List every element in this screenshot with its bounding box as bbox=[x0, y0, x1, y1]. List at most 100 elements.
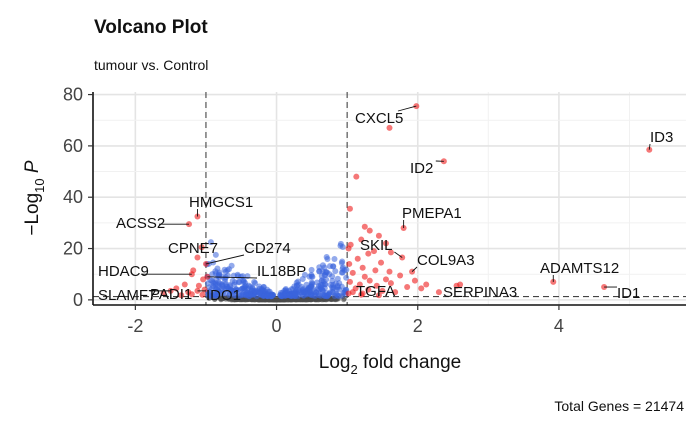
data-point bbox=[373, 282, 380, 289]
data-point bbox=[349, 269, 356, 276]
data-point bbox=[322, 271, 329, 278]
cutoff-lines bbox=[93, 92, 686, 305]
data-point bbox=[372, 267, 379, 274]
data-point bbox=[331, 255, 338, 262]
data-point bbox=[219, 283, 226, 290]
data-point bbox=[320, 292, 327, 299]
gene-label: IL18BP bbox=[257, 263, 306, 280]
data-point bbox=[382, 276, 389, 283]
data-point bbox=[334, 275, 341, 282]
data-point bbox=[240, 291, 247, 298]
data-point bbox=[423, 281, 430, 288]
data-point bbox=[210, 291, 217, 298]
data-point bbox=[387, 280, 394, 287]
label-connector bbox=[648, 143, 651, 150]
y-tick-label: 60 bbox=[63, 136, 83, 156]
data-point bbox=[256, 290, 263, 297]
data-point bbox=[329, 273, 336, 280]
gene-label: ID3 bbox=[650, 129, 673, 146]
data-point bbox=[235, 278, 242, 285]
data-point bbox=[209, 285, 216, 292]
data-point bbox=[330, 263, 337, 270]
data-point bbox=[375, 292, 382, 299]
x-tick-label: 2 bbox=[413, 316, 423, 336]
data-point bbox=[228, 287, 235, 294]
p-value-only-points bbox=[204, 239, 350, 300]
gene-label: HMGCS1 bbox=[189, 194, 253, 211]
gene-label: HDAC9 bbox=[98, 263, 149, 280]
gene-label: PADI1 bbox=[150, 286, 192, 303]
data-point bbox=[332, 280, 339, 287]
data-point bbox=[308, 283, 315, 290]
gene-label: CD274 bbox=[244, 240, 291, 257]
data-point bbox=[219, 296, 225, 302]
data-point bbox=[228, 262, 235, 269]
data-point bbox=[205, 290, 212, 297]
data-point bbox=[242, 279, 249, 286]
data-point bbox=[418, 285, 425, 292]
y-axis-ticks: 0 20 40 60 80 bbox=[63, 85, 93, 310]
data-point bbox=[195, 282, 202, 289]
data-point bbox=[267, 293, 274, 300]
x-axis-title: Log2 fold change bbox=[319, 352, 461, 377]
gene-labels: CXCL5 ID3 ID2 HMGCS1 ACSS2 PMEPA1 CPNE7 CD274 SK… bbox=[98, 105, 673, 304]
data-point bbox=[299, 276, 306, 283]
data-point bbox=[359, 264, 366, 271]
data-point bbox=[382, 240, 389, 247]
gene-label: SLAMF7 bbox=[98, 287, 156, 304]
data-point bbox=[199, 291, 206, 298]
data-point bbox=[338, 283, 345, 290]
gene-label: ID1 bbox=[617, 285, 640, 302]
data-point bbox=[378, 259, 385, 266]
data-point bbox=[210, 279, 217, 286]
data-point bbox=[173, 285, 180, 292]
data-point bbox=[392, 289, 399, 296]
data-point bbox=[280, 291, 287, 298]
data-point bbox=[256, 283, 263, 290]
data-point bbox=[361, 273, 368, 280]
data-point bbox=[387, 249, 394, 256]
data-point bbox=[356, 281, 363, 288]
data-point bbox=[334, 292, 341, 299]
label-connector bbox=[205, 254, 245, 265]
y-tick-label: 40 bbox=[63, 187, 83, 207]
y-tick-label: 80 bbox=[63, 85, 83, 105]
chart-subtitle: tumour vs. Control bbox=[94, 57, 208, 73]
data-point bbox=[359, 290, 366, 297]
gene-label: PMEPA1 bbox=[402, 205, 462, 222]
data-point bbox=[365, 286, 372, 293]
data-point bbox=[366, 277, 373, 284]
data-point bbox=[232, 292, 239, 299]
data-point bbox=[361, 223, 368, 230]
data-point bbox=[379, 287, 386, 294]
gene-label: SERPINA3 bbox=[443, 284, 517, 301]
data-point bbox=[209, 271, 216, 278]
data-point bbox=[160, 290, 167, 297]
data-point bbox=[317, 283, 324, 290]
data-point bbox=[346, 205, 353, 212]
data-point bbox=[252, 280, 259, 287]
data-point bbox=[324, 255, 331, 262]
data-point bbox=[345, 290, 352, 297]
data-point bbox=[285, 292, 292, 299]
data-point bbox=[386, 124, 393, 131]
data-point bbox=[178, 292, 185, 299]
gene-label: CXCL5 bbox=[355, 110, 403, 127]
data-point bbox=[375, 232, 382, 239]
data-point bbox=[435, 289, 442, 296]
y-axis-title: −Log10 P bbox=[22, 160, 47, 236]
y-tick-label: 20 bbox=[63, 239, 83, 259]
data-point bbox=[397, 272, 404, 279]
label-connector bbox=[207, 276, 258, 279]
data-point bbox=[339, 258, 346, 265]
gene-label: ACSS2 bbox=[116, 215, 165, 232]
data-point bbox=[411, 277, 418, 284]
data-point bbox=[308, 266, 315, 273]
y-tick-label: 0 bbox=[73, 290, 83, 310]
data-point bbox=[316, 267, 323, 274]
x-axis-ticks: -2 0 2 4 bbox=[127, 305, 564, 336]
data-point bbox=[214, 265, 221, 272]
total-genes-caption: Total Genes = 21474 bbox=[554, 398, 684, 414]
data-point bbox=[239, 273, 246, 280]
